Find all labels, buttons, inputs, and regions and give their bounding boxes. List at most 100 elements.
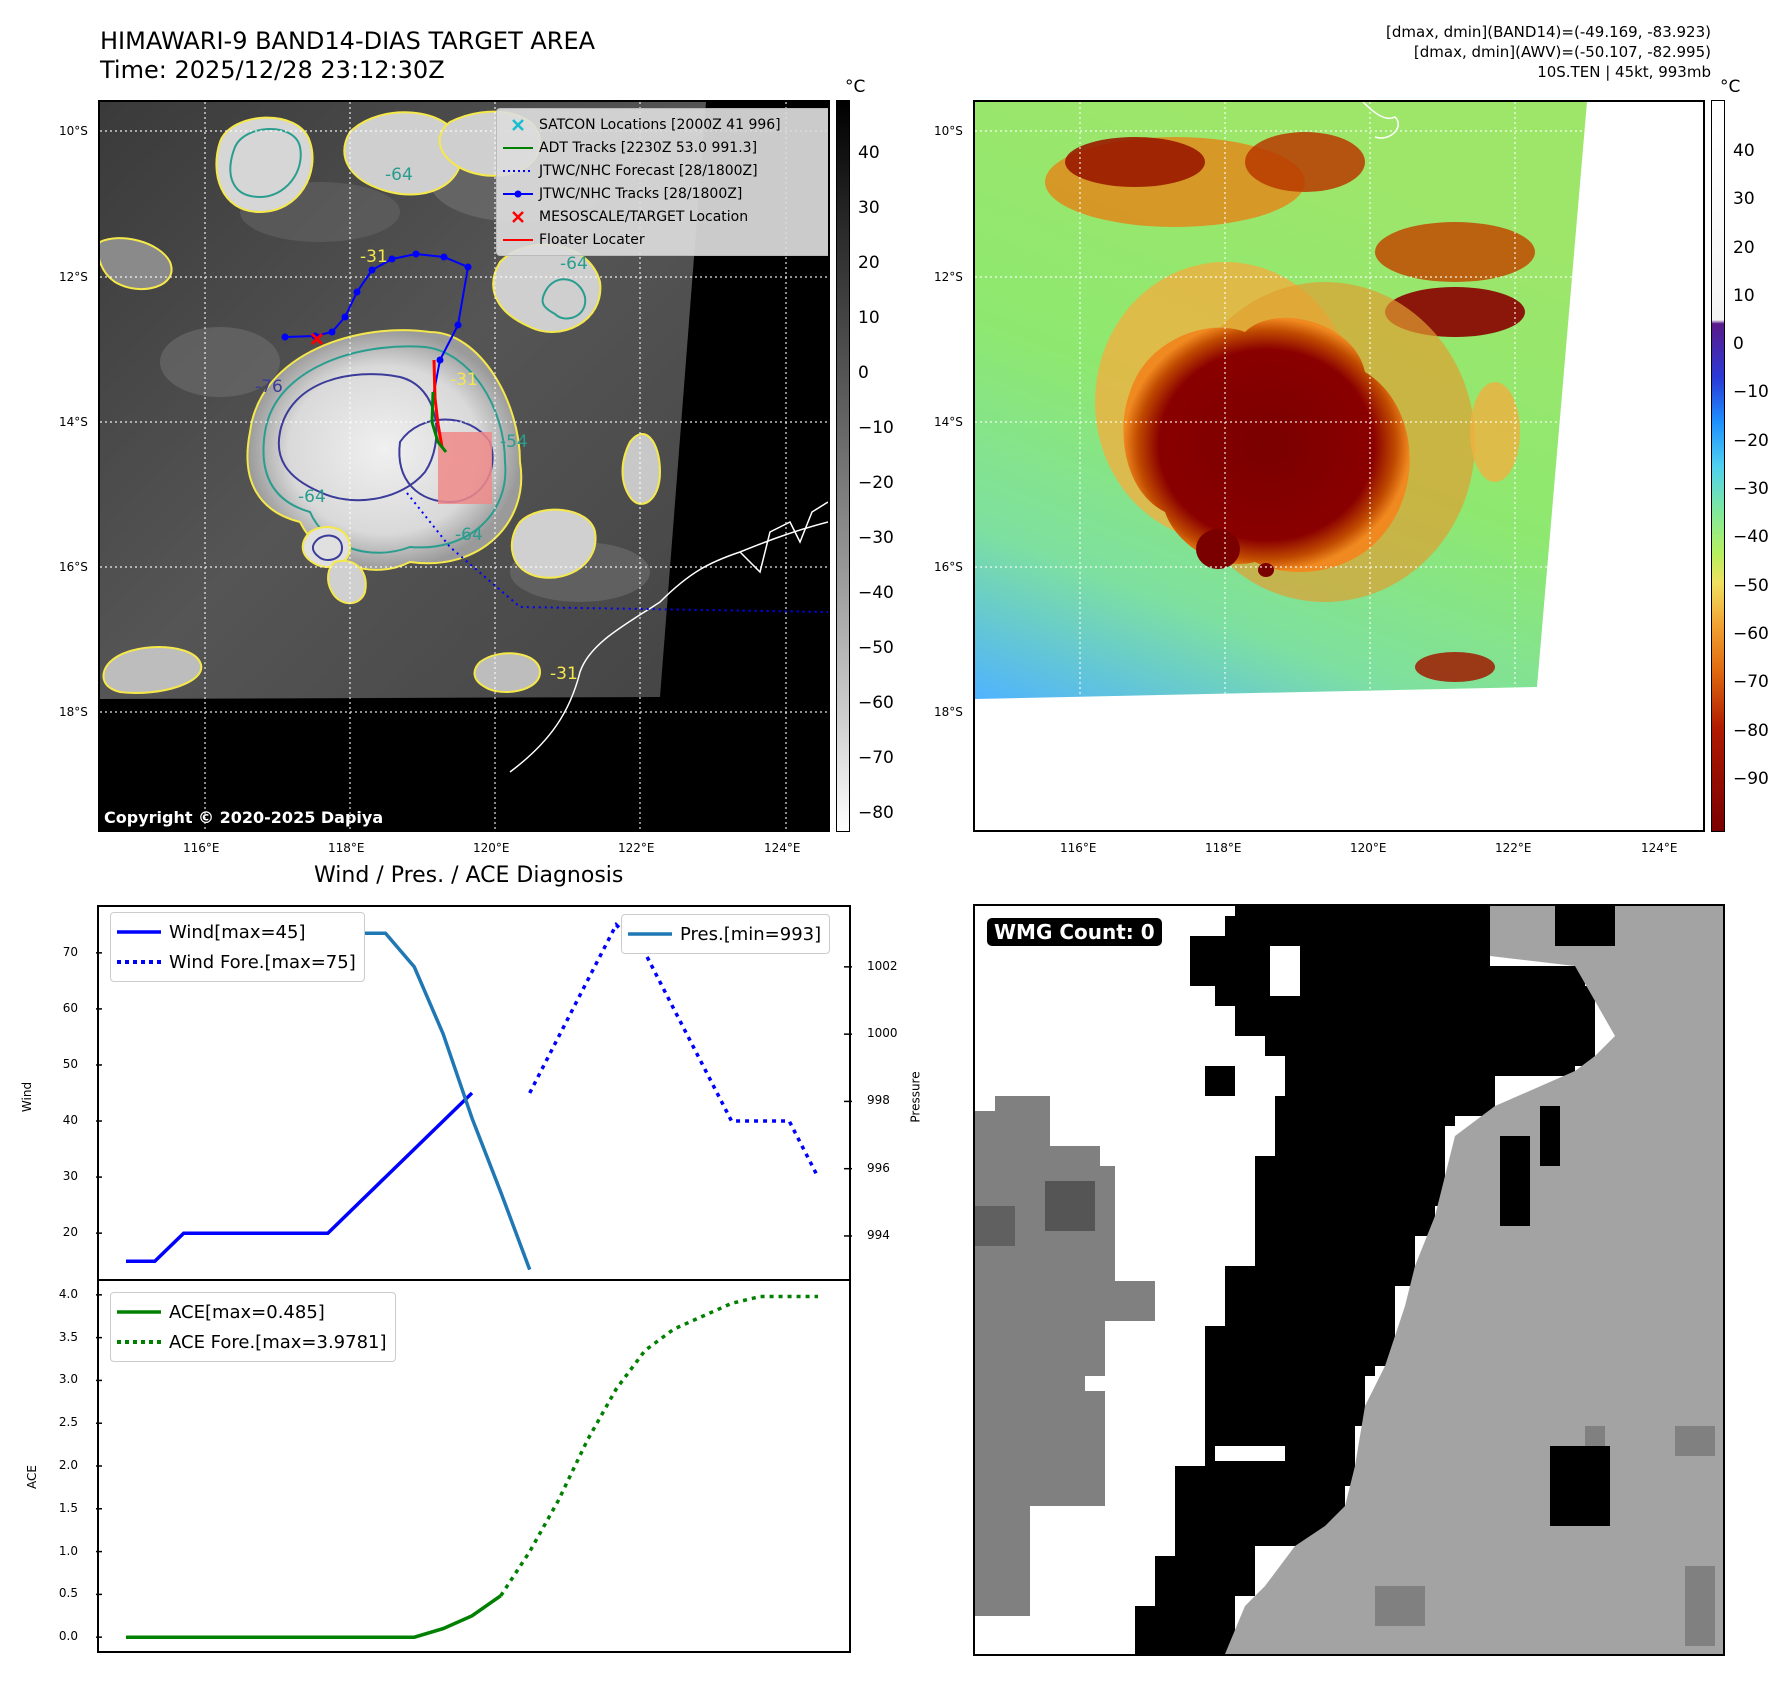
contour-label: -64 <box>560 254 588 274</box>
colorbar-tick: −30 <box>858 528 894 548</box>
lon-tick: 118°E <box>328 841 365 855</box>
colorbar-tick: 10 <box>858 308 880 328</box>
colorbar-tick: −50 <box>1733 575 1769 596</box>
line-icon <box>503 145 533 151</box>
legend-label: Floater Locater <box>539 231 645 248</box>
pressure-y-tick: 998 <box>867 1093 890 1108</box>
wmg-panel: WMG Count: 0 <box>973 904 1725 1656</box>
legend-item: Wind[max=45] <box>111 917 364 947</box>
contour-label: -76 <box>255 377 283 397</box>
contour-label: -64 <box>298 487 326 507</box>
line-dot-icon <box>503 190 533 198</box>
lat-tick: 16°S <box>59 560 88 574</box>
legend-label: Wind Fore.[max=75] <box>169 951 356 973</box>
coastline <box>509 521 828 773</box>
wind-y-tick: 40 <box>62 1113 78 1128</box>
wind-y-tick: 70 <box>62 944 78 959</box>
colorbar-tick: 10 <box>1733 285 1755 306</box>
colorbar-tick: 30 <box>1733 189 1755 210</box>
colorbar-tick: −10 <box>858 418 894 438</box>
line-icon <box>117 1309 161 1315</box>
legend-label: MESOSCALE/TARGET Location <box>539 208 749 225</box>
colorbar-tick: −80 <box>858 803 894 823</box>
colorbar-tick: −80 <box>1733 720 1769 741</box>
legend-item: Pres.[min=993] <box>622 919 829 949</box>
legend-item: JTWC/NHC Tracks [28/1800Z] <box>503 182 828 205</box>
legend-item: ACE[max=0.485] <box>111 1297 395 1327</box>
chart-title: HIMAWARI-9 BAND14-DIAS TARGET AREA <box>100 27 596 55</box>
contour-label: -31 <box>450 370 478 390</box>
legend-label: ADT Tracks [2230Z 53.0 991.3] <box>539 139 758 156</box>
info-storm: 10S.TEN | 45kt, 993mb <box>1537 63 1711 81</box>
dotted-line-icon <box>117 1339 161 1345</box>
ace-y-tick: 2.5 <box>58 1415 78 1430</box>
ace-axis-label: ACE <box>24 1465 39 1489</box>
colorbar-tick: −20 <box>858 473 894 493</box>
forecast-track <box>406 492 828 613</box>
lon-tick: 116°E <box>1060 841 1097 855</box>
legend-item: Floater Locater <box>503 228 828 251</box>
color-colorbar <box>1711 100 1725 832</box>
ir-satellite-map: -31 -64 -76 -64 -31 -54 -64 -64 -31 SATC… <box>98 100 830 832</box>
colorbar-tick: 20 <box>858 253 880 273</box>
ace-y-tick: 1.0 <box>58 1543 78 1558</box>
colorbar-tick: −40 <box>858 583 894 603</box>
legend-label: Wind[max=45] <box>169 921 306 943</box>
lon-tick: 122°E <box>1495 841 1532 855</box>
legend-label: SATCON Locations [2000Z 41 996] <box>539 116 781 133</box>
colorbar-tick: −60 <box>858 693 894 713</box>
map-legend: SATCON Locations [2000Z 41 996] ADT Trac… <box>496 108 828 256</box>
graticule <box>975 102 1703 830</box>
ace-y-tick: 2.0 <box>58 1458 78 1472</box>
x-marker-icon <box>503 118 533 131</box>
lon-tick: 118°E <box>1205 841 1242 855</box>
legend-label: ACE[max=0.485] <box>169 1301 325 1323</box>
lat-tick: 12°S <box>59 270 88 284</box>
wind-y-tick: 30 <box>62 1169 78 1184</box>
pressure-axis-label: Pressure <box>908 1071 923 1123</box>
colorbar-tick: 40 <box>1733 141 1755 161</box>
contour-label: -54 <box>500 432 528 452</box>
colorbar-tick: −10 <box>1733 382 1769 403</box>
info-awv: [dmax, dmin](AWV)=(-50.107, -82.995) <box>1413 43 1711 61</box>
colorbar-tick: −60 <box>1733 623 1769 644</box>
ace-y-tick: 0.5 <box>58 1586 78 1601</box>
wmg-count-badge: WMG Count: 0 <box>987 918 1162 946</box>
colorbar-tick: 40 <box>858 143 880 163</box>
pressure-y-tick: 1002 <box>867 958 898 973</box>
target-area-box <box>438 432 492 504</box>
legend-item: JTWC/NHC Forecast [28/1800Z] <box>503 159 828 182</box>
legend-label: JTWC/NHC Tracks [28/1800Z] <box>539 185 743 202</box>
ace-y-tick: 4.0 <box>58 1286 78 1301</box>
legend-item: Wind Fore.[max=75] <box>111 947 364 977</box>
lat-tick: 16°S <box>934 560 963 574</box>
cyclone-core <box>1123 317 1410 572</box>
lat-tick: 18°S <box>934 705 963 719</box>
pressure-y-tick: 1000 <box>867 1026 898 1041</box>
colorbar-tick: −70 <box>1733 672 1769 693</box>
legend-item: ACE Fore.[max=3.9781] <box>111 1327 395 1357</box>
legend-label: Pres.[min=993] <box>680 923 822 945</box>
pressure-legend: Pres.[min=993] <box>621 914 831 954</box>
color-colorbar-ticks: 40 30 20 10 0 −10 −20 −30 −40 −50 −60 −7… <box>1733 141 1792 789</box>
ace-series-line-2 <box>499 1294 818 1597</box>
lon-tick: 120°E <box>473 841 510 855</box>
colorbar-tick: −70 <box>858 748 894 768</box>
legend-label: JTWC/NHC Forecast [28/1800Z] <box>539 162 758 179</box>
ace-y-tick: 3.5 <box>58 1329 78 1344</box>
wind-axis-label: Wind <box>20 1081 35 1113</box>
pressure-y-tick: 996 <box>867 1160 890 1175</box>
contour-label: -31 <box>360 247 388 267</box>
colorbar-unit: °C <box>1720 77 1741 97</box>
pressure-y-tick: 994 <box>867 1227 890 1242</box>
legend-item: MESOSCALE/TARGET Location <box>503 205 828 228</box>
colorbar-tick: −20 <box>1733 430 1769 451</box>
line-icon <box>117 929 161 935</box>
wind-y-tick: 20 <box>62 1225 78 1240</box>
colorbar-tick: 0 <box>858 363 869 383</box>
contour-label: -31 <box>550 664 578 684</box>
lon-tick: 124°E <box>764 841 801 855</box>
floater-track <box>432 359 444 448</box>
adt-track <box>430 391 448 453</box>
colorbar-tick: −40 <box>1733 527 1769 548</box>
